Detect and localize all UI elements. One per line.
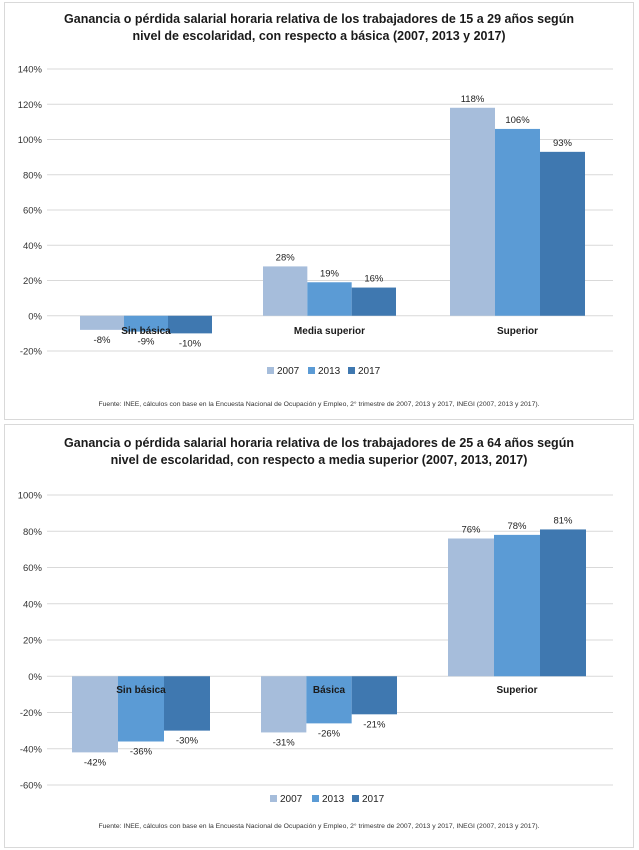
data-label: 93% — [553, 138, 573, 149]
data-label: 78% — [507, 521, 527, 532]
bar-2013 — [306, 676, 352, 724]
legend-swatch-2007 — [267, 367, 274, 374]
chart-panel-youth: Ganancia o pérdida salarial horaria rela… — [4, 2, 634, 420]
y-tick-label: -60% — [20, 781, 43, 792]
y-tick-label: -20% — [20, 347, 43, 358]
y-tick-label: 80% — [23, 527, 43, 538]
legend-label: 2013 — [322, 794, 345, 805]
y-tick-label: 20% — [23, 276, 43, 287]
data-label: -8% — [94, 335, 111, 346]
chart-title-line-2: nivel de escolaridad, con respecto a med… — [110, 453, 528, 467]
bar-2017 — [540, 151, 585, 316]
bar-2007 — [261, 676, 307, 733]
chart-title: Ganancia o pérdida salarial horaria rela… — [15, 11, 623, 45]
y-tick-label: 40% — [23, 599, 43, 610]
y-tick-label: 0% — [28, 672, 42, 683]
legend-swatch-2007 — [270, 795, 277, 802]
bar-2007 — [72, 676, 118, 753]
y-tick-label: -40% — [20, 744, 43, 755]
category-label: Media superior — [294, 326, 365, 337]
bar-2017 — [540, 529, 586, 677]
legend-swatch-2013 — [308, 367, 315, 374]
y-tick-label: 60% — [23, 563, 43, 574]
data-label: -30% — [176, 736, 199, 747]
chart-title: Ganancia o pérdida salarial horaria rela… — [15, 435, 623, 469]
data-label: 19% — [320, 268, 340, 279]
bar-2017 — [168, 315, 212, 334]
legend-label: 2017 — [362, 794, 385, 805]
chart-source-note: Fuente: INEE, cálculos con base en la En… — [98, 823, 540, 830]
y-tick-label: 80% — [23, 170, 43, 181]
bar-2013 — [124, 315, 168, 332]
legend-label: 2013 — [318, 366, 341, 377]
bar-2007 — [448, 538, 494, 677]
bar-chart-adults: -60% -40% -20% 0% 20% 40% 60% 80% 100% -42% -36% -3… — [18, 491, 613, 805]
chart-title-line-2: nivel de escolaridad, con respecto a bás… — [132, 29, 506, 43]
data-label: 118% — [461, 94, 485, 105]
category-label: Superior — [497, 326, 538, 337]
y-tick-label: 40% — [23, 241, 43, 252]
data-label: -21% — [363, 719, 386, 730]
y-tick-label: 20% — [23, 636, 43, 647]
category-label: Sin básica — [121, 326, 171, 337]
legend-swatch-2017 — [352, 795, 359, 802]
category-label: Sin básica — [116, 685, 166, 696]
y-tick-label: 0% — [28, 311, 42, 322]
legend-swatch-2013 — [312, 795, 319, 802]
legend-label: 2007 — [277, 366, 300, 377]
data-label: 28% — [276, 252, 296, 263]
category-label: Superior — [496, 685, 537, 696]
bar-2007 — [80, 315, 124, 330]
bar-2007 — [450, 107, 495, 316]
data-label: 106% — [505, 115, 530, 126]
y-tick-label: 100% — [18, 491, 43, 502]
y-tick-label: -20% — [20, 708, 43, 719]
category-label: Básica — [313, 685, 346, 696]
y-tick-label: 140% — [18, 65, 43, 76]
legend-label: 2017 — [358, 366, 381, 377]
chart-panel-adults: Ganancia o pérdida salarial horaria rela… — [4, 424, 634, 848]
legend-swatch-2017 — [348, 367, 355, 374]
data-label: -42% — [84, 757, 107, 768]
chart-source-note: Fuente: INEE, cálculos con base en la En… — [98, 401, 540, 408]
y-tick-label: 120% — [18, 100, 43, 111]
bar-2017 — [351, 676, 397, 715]
data-label: 76% — [461, 525, 481, 536]
data-label: -31% — [273, 737, 296, 748]
data-label: -10% — [179, 338, 202, 349]
chart-title-line-1: Ganancia o pérdida salarial horaria rela… — [64, 436, 574, 450]
chart-title-line-1: Ganancia o pérdida salarial horaria rela… — [64, 12, 574, 26]
bar-chart-youth: -20% 0% 20% 40% 60% 80% 100% 120% 140% -8% -9% -10%… — [18, 65, 613, 377]
bar-2013 — [118, 676, 164, 742]
bar-2017 — [164, 676, 210, 731]
data-label: -9% — [138, 337, 155, 348]
y-tick-label: 100% — [18, 135, 43, 146]
data-label: 16% — [364, 274, 384, 285]
data-label: -26% — [318, 728, 341, 739]
bar-2017 — [351, 287, 396, 316]
bar-2013 — [307, 282, 352, 316]
data-label: -36% — [130, 747, 153, 758]
bar-2013 — [494, 534, 540, 677]
bar-2007 — [263, 266, 308, 316]
bar-2013 — [495, 128, 540, 316]
data-label: 81% — [553, 515, 573, 526]
legend-label: 2007 — [280, 794, 303, 805]
y-tick-label: 60% — [23, 206, 43, 217]
